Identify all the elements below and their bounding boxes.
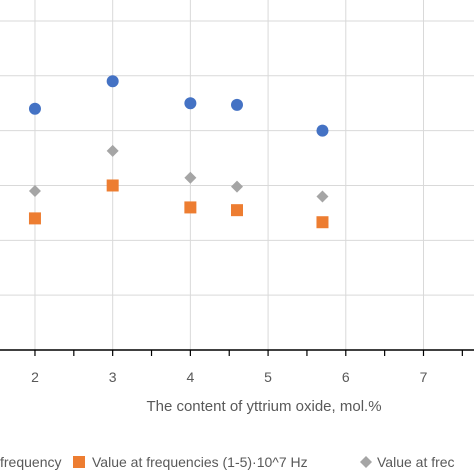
data-point-series-2 — [106, 179, 119, 192]
data-point-series-3 — [106, 144, 119, 157]
data-point-series-1 — [184, 97, 197, 110]
data-point-series-2 — [316, 216, 329, 229]
legend-label-series-1: frequency — [0, 454, 61, 470]
data-point-series-3 — [231, 180, 243, 193]
data-point-series-1 — [28, 102, 41, 115]
x-tick-label: 3 — [109, 369, 117, 385]
data-point-series-1 — [106, 75, 119, 88]
legend-marker-series-2 — [73, 456, 85, 468]
data-point-series-1 — [231, 98, 243, 111]
x-axis — [0, 349, 474, 356]
grid-lines — [0, 0, 474, 350]
data-point-series-1 — [316, 124, 329, 137]
x-tick-label: 5 — [264, 369, 272, 385]
legend-marker-series-3 — [360, 456, 372, 468]
data-point-series-2 — [184, 201, 197, 214]
data-point-series-3 — [316, 190, 329, 203]
x-tick-label: 6 — [342, 369, 350, 385]
data-point-series-3 — [184, 171, 197, 184]
data-point-series-2 — [231, 204, 243, 217]
x-tick-label: 4 — [186, 369, 194, 385]
x-tick-labels: 2 3 4 5 6 7 — [31, 369, 428, 385]
x-axis-label: The content of yttrium oxide, mol.% — [146, 398, 381, 415]
legend-label-series-3: Value at frec — [377, 454, 455, 470]
legend: frequency Value at frequencies (1-5)·10^7… — [0, 454, 455, 470]
data-point-series-3 — [28, 184, 41, 197]
x-tick-label: 2 — [31, 369, 39, 385]
legend-label-series-2: Value at frequencies (1-5)·10^7 Hz — [92, 454, 308, 470]
data-point-series-2 — [28, 212, 41, 225]
x-tick-label: 7 — [420, 369, 428, 385]
data-points — [28, 75, 329, 229]
